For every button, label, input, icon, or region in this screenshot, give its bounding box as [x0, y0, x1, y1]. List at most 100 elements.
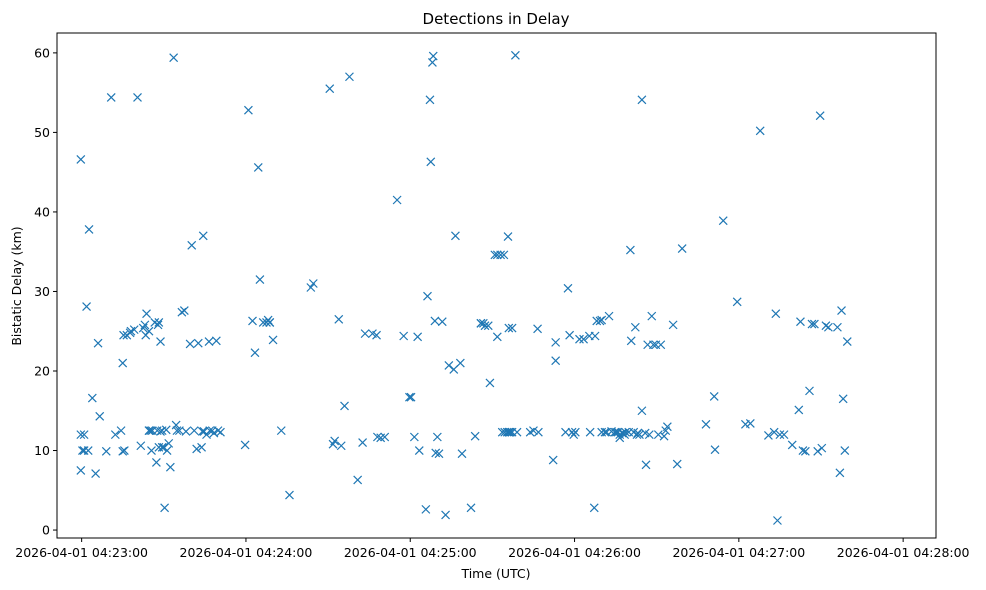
- data-point: [160, 503, 170, 513]
- data-point: [358, 438, 368, 447]
- chart-title: Detections in Delay: [423, 10, 570, 28]
- data-point: [533, 324, 542, 334]
- data-point: [838, 394, 848, 404]
- data-point: [796, 317, 805, 327]
- data-point: [432, 432, 442, 442]
- data-point: [428, 51, 438, 61]
- data-point: [334, 314, 344, 324]
- data-point: [372, 432, 382, 442]
- data-point: [192, 444, 202, 454]
- data-point: [87, 393, 97, 403]
- data-point: [677, 244, 687, 253]
- data-point: [775, 430, 785, 440]
- y-axis-ticks: 0 10 20 30 40 50 60: [34, 45, 57, 538]
- data-point: [805, 386, 814, 396]
- data-point: [823, 322, 833, 332]
- x-tick-label: 2026-04-01 04:24:00: [180, 545, 313, 560]
- data-point: [710, 445, 720, 455]
- data-point: [662, 422, 672, 432]
- data-point: [177, 307, 187, 317]
- data-point: [240, 440, 250, 450]
- data-point: [76, 155, 86, 164]
- data-point: [813, 446, 823, 456]
- data-point: [118, 358, 128, 368]
- data-point: [444, 361, 454, 370]
- data-point: [187, 240, 197, 250]
- data-point: [340, 401, 349, 411]
- data-point: [426, 157, 436, 167]
- data-point: [79, 446, 89, 455]
- data-point: [718, 216, 728, 226]
- data-point: [832, 322, 842, 332]
- data-point: [589, 503, 599, 513]
- data-point: [91, 469, 101, 479]
- data-point: [625, 245, 635, 255]
- data-point: [179, 306, 189, 315]
- data-point: [110, 430, 120, 440]
- data-point: [161, 425, 171, 435]
- data-point: [570, 427, 580, 437]
- data-point: [172, 426, 182, 436]
- data-point: [133, 92, 142, 102]
- data-point: [76, 430, 86, 440]
- data-point: [380, 432, 390, 442]
- data-point: [162, 446, 172, 455]
- x-tick-label: 2026-04-01 04:23:00: [15, 545, 148, 560]
- data-point: [653, 430, 663, 440]
- data-point: [659, 431, 669, 441]
- data-point: [197, 427, 207, 436]
- data-point: [142, 309, 151, 319]
- data-point: [644, 430, 654, 440]
- data-point: [79, 430, 89, 440]
- data-point: [268, 335, 278, 345]
- data-point: [164, 438, 174, 448]
- data-point: [185, 339, 195, 349]
- data-point: [84, 225, 94, 234]
- data-point: [101, 446, 111, 456]
- data-point: [626, 336, 636, 346]
- data-point: [83, 446, 93, 455]
- data-point: [216, 427, 225, 437]
- data-point: [421, 504, 431, 514]
- data-point: [807, 319, 817, 329]
- data-point: [437, 317, 447, 327]
- data-point: [457, 449, 467, 459]
- data-point: [409, 432, 419, 442]
- data-point: [763, 430, 773, 440]
- y-tick-label: 10: [34, 443, 50, 458]
- data-point: [701, 419, 711, 429]
- data-point: [413, 332, 423, 342]
- data-point: [157, 442, 167, 452]
- data-point: [732, 297, 742, 307]
- data-point: [106, 92, 116, 102]
- data-point: [512, 427, 522, 437]
- data-point: [635, 430, 644, 440]
- data-point: [140, 320, 150, 330]
- data-point: [308, 279, 318, 288]
- data-point: [504, 427, 514, 437]
- data-point: [504, 323, 514, 333]
- x-tick-label: 2026-04-01 04:27:00: [672, 545, 805, 560]
- data-point: [392, 195, 402, 205]
- data-point: [213, 426, 223, 436]
- data-point: [817, 443, 827, 453]
- data-point: [590, 331, 600, 341]
- data-point: [147, 446, 156, 455]
- data-point: [425, 95, 435, 105]
- data-point: [656, 340, 666, 350]
- data-point: [755, 126, 765, 136]
- data-point: [499, 250, 509, 260]
- data-point: [563, 283, 573, 293]
- y-axis-label: Bistatic Delay (km): [9, 226, 24, 345]
- data-point: [156, 337, 165, 346]
- data-point: [466, 503, 476, 513]
- data-point: [76, 465, 86, 475]
- data-point: [372, 330, 381, 340]
- data-point: [169, 53, 179, 63]
- data-point: [119, 446, 129, 455]
- data-point: [533, 427, 543, 437]
- data-point: [815, 111, 825, 121]
- data-point: [325, 84, 335, 94]
- data-point: [668, 320, 678, 330]
